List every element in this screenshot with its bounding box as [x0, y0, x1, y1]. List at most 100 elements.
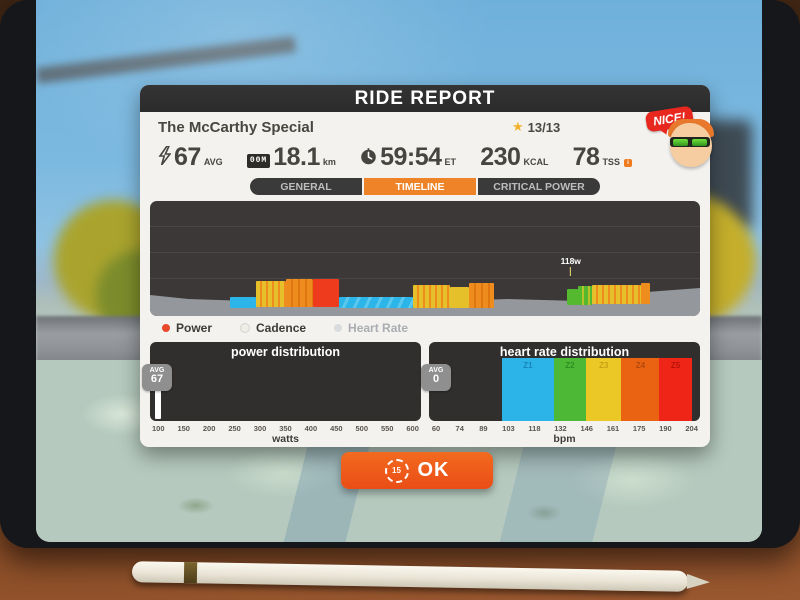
power-distribution-panel: power distribution AVG 67 [142, 342, 421, 421]
timeline-segment [285, 279, 314, 307]
distribution-charts: power distribution AVG 67 100 150 200 250 30… [140, 339, 710, 445]
axis-tick: 175 [632, 424, 646, 433]
axis-tick: 146 [580, 424, 593, 433]
info-icon[interactable]: i [623, 159, 632, 167]
power-histogram-bar [155, 365, 161, 419]
timeline-segment [469, 283, 495, 308]
pencil-tip [686, 573, 711, 590]
heart-rate-dot-icon [334, 323, 343, 332]
timeline-segment [412, 285, 451, 308]
axis-tick: 190 [659, 424, 672, 433]
timeline-segment [313, 279, 339, 307]
timeline-segment [338, 297, 413, 308]
sunglasses-icon [670, 137, 710, 147]
ok-label: OK [417, 459, 450, 481]
hr-distribution-title: heart rate distribution [499, 345, 630, 359]
tab-critical-power[interactable]: CRITICAL POWER [478, 178, 600, 195]
stat-unit: ET [444, 157, 457, 167]
axis-tick: 350 [279, 424, 292, 433]
stat-value: 59:54 [380, 143, 442, 171]
bpm-axis-label: bpm [553, 433, 576, 445]
hr-zone-label: Z1 [523, 361, 533, 370]
timeline-segment [640, 283, 651, 304]
stat-value: 78 [572, 143, 600, 171]
rider-avatar: NICE! [644, 105, 716, 169]
legend-label: Heart Rate [348, 320, 409, 335]
timeline-segment [256, 281, 286, 307]
legend-heart-rate[interactable]: Heart Rate [334, 321, 408, 335]
clock-icon [360, 148, 377, 168]
hr-zone-blocks: Z1 Z2 Z3 Z4 Z5 [429, 358, 700, 421]
timeline-segment [577, 286, 593, 305]
axis-tick: 100 [152, 424, 165, 433]
axis-tick: 60 [431, 424, 441, 433]
stars-counter: ★ 13/13 [512, 119, 560, 135]
lightning-icon [158, 146, 171, 168]
ok-button[interactable]: 15 OK [341, 452, 493, 489]
countdown-timer-icon: 15 [384, 458, 409, 483]
axis-tick: 103 [502, 424, 515, 433]
tab-timeline[interactable]: TIMELINE [364, 178, 476, 195]
axis-tick: 118 [528, 424, 541, 433]
star-icon: ★ [512, 119, 524, 134]
axis-tick: 132 [554, 424, 567, 433]
power-marker: 118w [561, 256, 581, 276]
axis-tick: 204 [685, 424, 698, 433]
timeline-segment [592, 285, 641, 304]
dialog-title: RIDE REPORT [354, 87, 496, 109]
stat-unit: km [322, 157, 336, 167]
hr-zone-z2: Z2 [553, 358, 587, 421]
axis-tick: 89 [479, 424, 488, 433]
watts-axis-label: watts [272, 433, 299, 445]
avg-label: AVG [149, 367, 165, 374]
legend-label: Power [176, 320, 213, 335]
watts-axis: 100 150 200 250 300 350 400 450 500 550 600 [150, 421, 421, 433]
axis-tick: 600 [406, 424, 419, 433]
axis-tick: 450 [330, 424, 343, 433]
avg-label: AVG [428, 367, 444, 374]
countdown-value: 15 [392, 466, 401, 475]
stat-avg-power: 67 AVG [158, 143, 223, 171]
power-distribution-title: power distribution [230, 345, 341, 359]
sunglass-lens [673, 138, 688, 146]
power-distribution: power distribution AVG 67 100 150 200 250 30… [142, 342, 421, 445]
tab-general[interactable]: GENERAL [250, 178, 362, 195]
title-row: The McCarthy Special ★ 13/13 [140, 117, 710, 137]
hr-zone-label: Z4 [635, 361, 646, 370]
power-dot-icon [162, 323, 170, 332]
bpm-axis: 60 74 89 103 118 132 146 161 175 190 204 [429, 421, 700, 433]
stat-tss: 78 TSS i [572, 143, 632, 171]
ride-report-dialog: RIDE REPORT The McCarthy Special ★ 13/13… [140, 85, 714, 447]
legend-cadence[interactable]: Cadence [240, 321, 306, 335]
timeline-chart[interactable]: 118w [150, 201, 700, 316]
apple-pencil [131, 561, 711, 592]
scene-bridge [36, 36, 297, 84]
cadence-dot-icon [240, 322, 251, 333]
timeline-segment [450, 287, 469, 308]
timeline-segment [229, 297, 257, 308]
stat-value: 67 [174, 143, 201, 171]
odometer-icon: 00M [246, 154, 271, 168]
report-tabs: GENERAL TIMELINE CRITICAL POWER [140, 178, 710, 195]
stat-distance: 00M 18.1 km [246, 145, 336, 170]
stat-unit: AVG [203, 157, 223, 167]
legend-power[interactable]: Power [162, 321, 212, 335]
ride-stats-row: 67 AVG 00M 18.1 km 59:54 ET 230 KCAL 78 … [140, 137, 710, 177]
axis-tick: 200 [202, 424, 216, 433]
axis-tick: 150 [177, 424, 190, 433]
hr-avg-badge: AVG 0 [421, 364, 451, 391]
hr-zone-label: Z5 [670, 361, 681, 370]
power-avg-badge: AVG 67 [142, 364, 172, 391]
stat-unit: KCAL [523, 157, 549, 167]
stat-value: 230 [480, 143, 521, 171]
legend-label: Cadence [256, 320, 307, 335]
hr-zone-z3: Z3 [586, 358, 622, 421]
hr-zone-z4: Z4 [621, 358, 660, 421]
axis-tick: 400 [304, 424, 318, 433]
stars-value: 13/13 [527, 119, 561, 135]
axis-tick: 500 [355, 424, 369, 433]
hr-distribution-panel: heart rate distribution AVG 0 Z1 Z2 Z3 Z4 Z5 [421, 342, 700, 421]
series-legend: Power Cadence Heart Rate [140, 316, 710, 339]
hr-zone-z1: Z1 [502, 358, 554, 421]
stat-calories: 230 KCAL [480, 143, 549, 171]
